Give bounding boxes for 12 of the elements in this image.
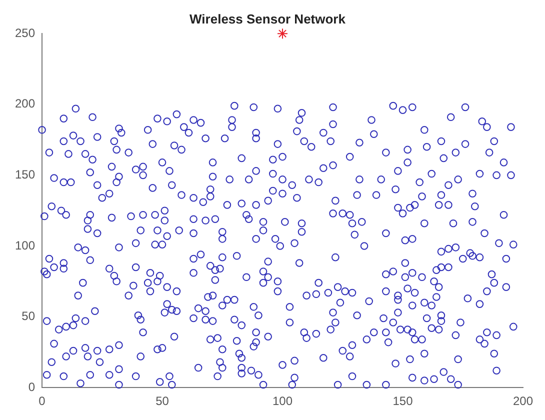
y-tick-label: 100 <box>14 238 36 252</box>
x-tick-label: 50 <box>156 394 170 408</box>
chart-title: Wireless Sensor Network <box>190 11 346 26</box>
y-tick-label: 250 <box>14 26 36 40</box>
x-tick-label: 150 <box>392 394 414 408</box>
y-tick-label: 0 <box>28 380 36 394</box>
x-tick-label: 100 <box>272 394 293 408</box>
y-tick-label: 200 <box>14 96 36 111</box>
x-tick-label: 0 <box>38 394 46 408</box>
y-tick-label: 50 <box>22 309 36 324</box>
x-tick-label: 200 <box>512 394 534 408</box>
y-tick-label: 150 <box>14 168 36 182</box>
